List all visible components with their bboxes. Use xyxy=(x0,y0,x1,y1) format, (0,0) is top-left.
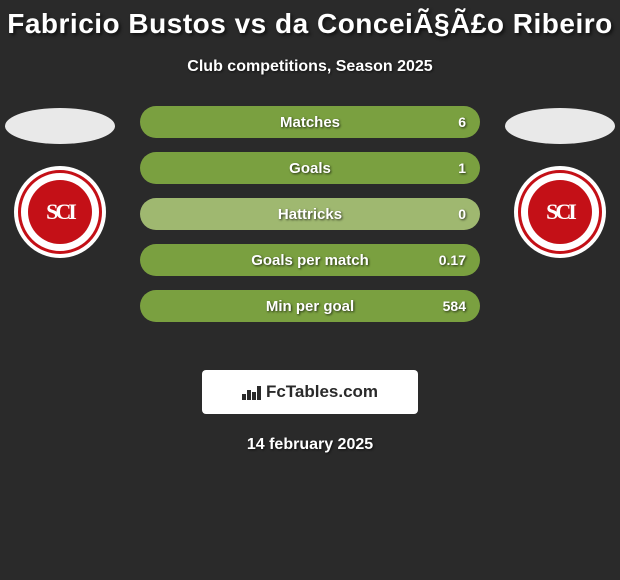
player-right-column: SCI xyxy=(500,106,620,258)
badge-monogram: SCI xyxy=(546,199,574,225)
badge-inner: SCI xyxy=(528,180,592,244)
subtitle: Club competitions, Season 2025 xyxy=(0,58,620,76)
stat-bar: Hattricks0 xyxy=(140,198,480,230)
player-left-avatar-placeholder xyxy=(5,108,115,144)
player-right-avatar-placeholder xyxy=(505,108,615,144)
comparison-arena: SCI SCI Matches6 Goals1 Hattricks0 Goals pe… xyxy=(0,106,620,346)
stat-bar: Goals per match0.17 xyxy=(140,244,480,276)
player-left-column: SCI xyxy=(0,106,120,258)
stat-bar: Goals1 xyxy=(140,152,480,184)
badge-monogram: SCI xyxy=(46,199,74,225)
stat-bar: Matches6 xyxy=(140,106,480,138)
page-title: Fabricio Bustos vs da ConceiÃ§Ã£o Ribeir… xyxy=(0,0,620,40)
comparison-card: Fabricio Bustos vs da ConceiÃ§Ã£o Ribeir… xyxy=(0,0,620,580)
stat-value-right: 584 xyxy=(429,290,480,322)
stat-value-left xyxy=(140,244,168,276)
stat-bar: Min per goal584 xyxy=(140,290,480,322)
stat-value-right: 0.17 xyxy=(425,244,480,276)
player-right-club-badge: SCI xyxy=(514,166,606,258)
date-text: 14 february 2025 xyxy=(0,436,620,454)
badge-inner: SCI xyxy=(28,180,92,244)
stat-value-right: 6 xyxy=(444,106,480,138)
bar-chart-icon xyxy=(242,384,262,400)
player-left-club-badge: SCI xyxy=(14,166,106,258)
stat-value-left xyxy=(140,198,168,230)
stat-value-right: 1 xyxy=(444,152,480,184)
stat-value-right: 0 xyxy=(444,198,480,230)
stat-value-left xyxy=(140,152,168,184)
stat-value-left xyxy=(140,290,168,322)
stat-value-left xyxy=(140,106,168,138)
brand-text: FcTables.com xyxy=(266,382,378,402)
brand-box: FcTables.com xyxy=(202,370,418,414)
stats-bars: Matches6 Goals1 Hattricks0 Goals per match0… xyxy=(140,106,480,322)
